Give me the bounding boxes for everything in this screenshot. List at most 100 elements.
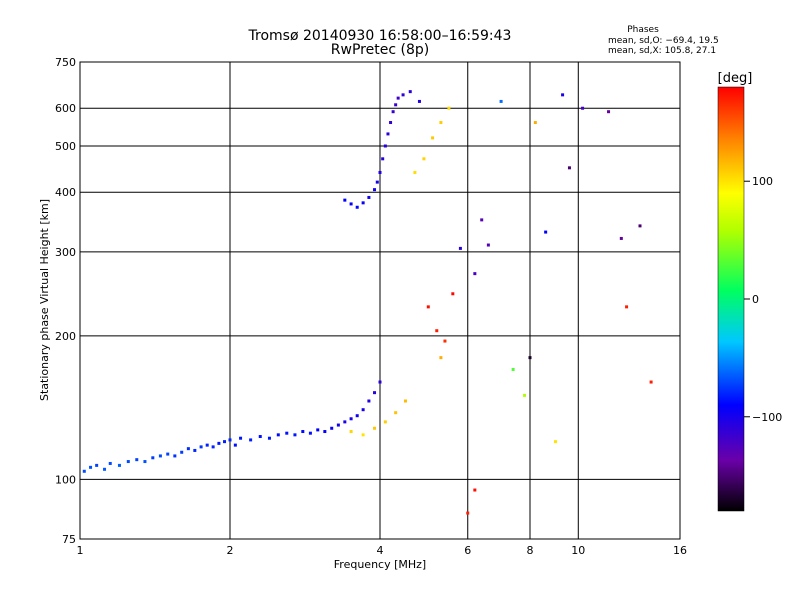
data-point — [211, 445, 215, 449]
data-point — [228, 438, 232, 442]
phase-stats-heading: Phases — [627, 25, 659, 35]
plot-frame — [79, 61, 681, 540]
data-point — [396, 96, 400, 100]
data-point — [186, 447, 190, 451]
y-tick-label: 75 — [62, 533, 76, 546]
data-point — [523, 393, 527, 397]
data-point — [285, 431, 289, 435]
data-point — [82, 469, 86, 473]
data-point — [561, 93, 565, 97]
chart-title: Tromsø 20140930 16:58:00–16:59:43 — [248, 28, 512, 44]
data-point — [394, 411, 398, 415]
data-point — [193, 448, 197, 452]
data-point — [349, 202, 353, 206]
data-point — [233, 443, 237, 447]
y-tick-label: 100 — [55, 473, 76, 486]
data-point — [361, 433, 365, 437]
y-tick-label: 200 — [55, 330, 76, 343]
data-points — [82, 90, 653, 515]
data-point — [486, 243, 490, 247]
y-tick-label: 600 — [55, 102, 76, 115]
data-point — [258, 435, 262, 439]
data-point — [383, 144, 387, 148]
data-point — [158, 454, 162, 458]
data-point — [349, 430, 353, 434]
phase-stats-x: mean, sd,X: 105.8, 27.1 — [608, 46, 716, 56]
data-point — [499, 99, 503, 103]
data-point — [205, 443, 209, 447]
y-tick-labels: 75 100 200 300 400 500 600 750 — [55, 56, 76, 546]
data-point — [473, 272, 477, 276]
x-tick-label: 1 — [77, 544, 84, 557]
x-axis-label: Frequency [MHz] — [334, 558, 426, 571]
data-point — [394, 103, 398, 107]
data-point — [619, 236, 623, 240]
data-point — [135, 458, 139, 462]
x-tick-label: 8 — [527, 544, 534, 557]
data-point — [143, 460, 147, 464]
data-point — [151, 456, 155, 460]
data-point — [330, 426, 334, 430]
data-point — [276, 433, 280, 437]
data-point — [103, 467, 107, 471]
data-point — [95, 463, 99, 467]
data-point — [435, 329, 439, 333]
data-point — [473, 488, 477, 492]
y-tick-label: 750 — [55, 56, 76, 69]
data-point — [373, 391, 377, 395]
data-point — [511, 367, 515, 371]
data-point — [458, 246, 462, 250]
data-point — [301, 430, 305, 434]
data-point — [378, 380, 382, 384]
colorbar-ticks: 100 0 −100 — [744, 175, 782, 424]
series-group — [426, 93, 653, 515]
y-tick-label: 300 — [55, 246, 76, 259]
data-point — [267, 436, 271, 440]
x-tick-label: 16 — [673, 544, 687, 557]
data-point — [126, 460, 130, 464]
data-point — [383, 420, 387, 424]
data-point — [293, 433, 297, 437]
data-point — [533, 121, 537, 125]
data-point — [239, 436, 243, 440]
data-point — [367, 195, 371, 199]
y-axis-label: Stationary phase Virtual Height [km] — [38, 199, 51, 401]
data-point — [343, 198, 347, 202]
colorbar: [deg] 100 0 −100 — [718, 71, 782, 512]
data-point — [403, 399, 407, 403]
y-tick-label: 500 — [55, 140, 76, 153]
data-point — [625, 305, 629, 309]
data-point — [373, 426, 377, 430]
data-point — [89, 465, 93, 469]
data-point — [223, 440, 227, 444]
data-point — [308, 431, 312, 435]
x-tick-label: 6 — [464, 544, 471, 557]
data-point — [361, 201, 365, 205]
data-point — [199, 445, 203, 449]
data-point — [117, 463, 121, 467]
data-point — [417, 99, 421, 103]
phase-stats: Phases mean, sd,O: −69.4, 19.5 mean, sd,… — [608, 25, 719, 56]
data-point — [381, 157, 385, 161]
data-point — [401, 93, 405, 97]
x-tick-label: 4 — [377, 544, 384, 557]
data-point — [367, 399, 371, 403]
data-point — [173, 454, 177, 458]
x-tick-labels: 1 2 4 6 8 10 16 — [77, 544, 688, 557]
data-point — [386, 132, 390, 136]
colorbar-tick-label: 0 — [752, 293, 759, 306]
data-point — [166, 452, 170, 456]
x-tick-label: 10 — [571, 544, 585, 557]
data-point — [375, 180, 379, 184]
data-point — [108, 461, 112, 465]
data-point — [355, 205, 359, 209]
y-tick-label: 400 — [55, 186, 76, 199]
data-point — [451, 292, 455, 296]
data-point — [373, 188, 377, 192]
data-point — [649, 380, 653, 384]
grid-lines — [80, 62, 680, 539]
x-tick-label: 2 — [227, 544, 234, 557]
data-point — [361, 408, 365, 412]
data-point — [439, 356, 443, 360]
